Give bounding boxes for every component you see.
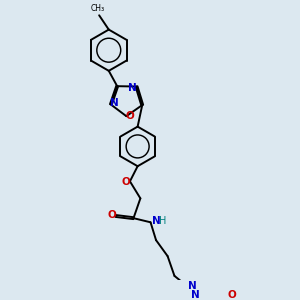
Text: O: O xyxy=(227,290,236,300)
Text: N: N xyxy=(128,82,137,93)
Text: O: O xyxy=(107,210,116,220)
Text: N: N xyxy=(152,216,161,226)
Text: N: N xyxy=(191,290,200,300)
Text: N: N xyxy=(110,98,119,108)
Text: O: O xyxy=(126,111,135,121)
Text: H: H xyxy=(159,216,166,226)
Text: CH₃: CH₃ xyxy=(90,4,105,13)
Text: N: N xyxy=(188,281,197,291)
Text: O: O xyxy=(122,177,130,188)
